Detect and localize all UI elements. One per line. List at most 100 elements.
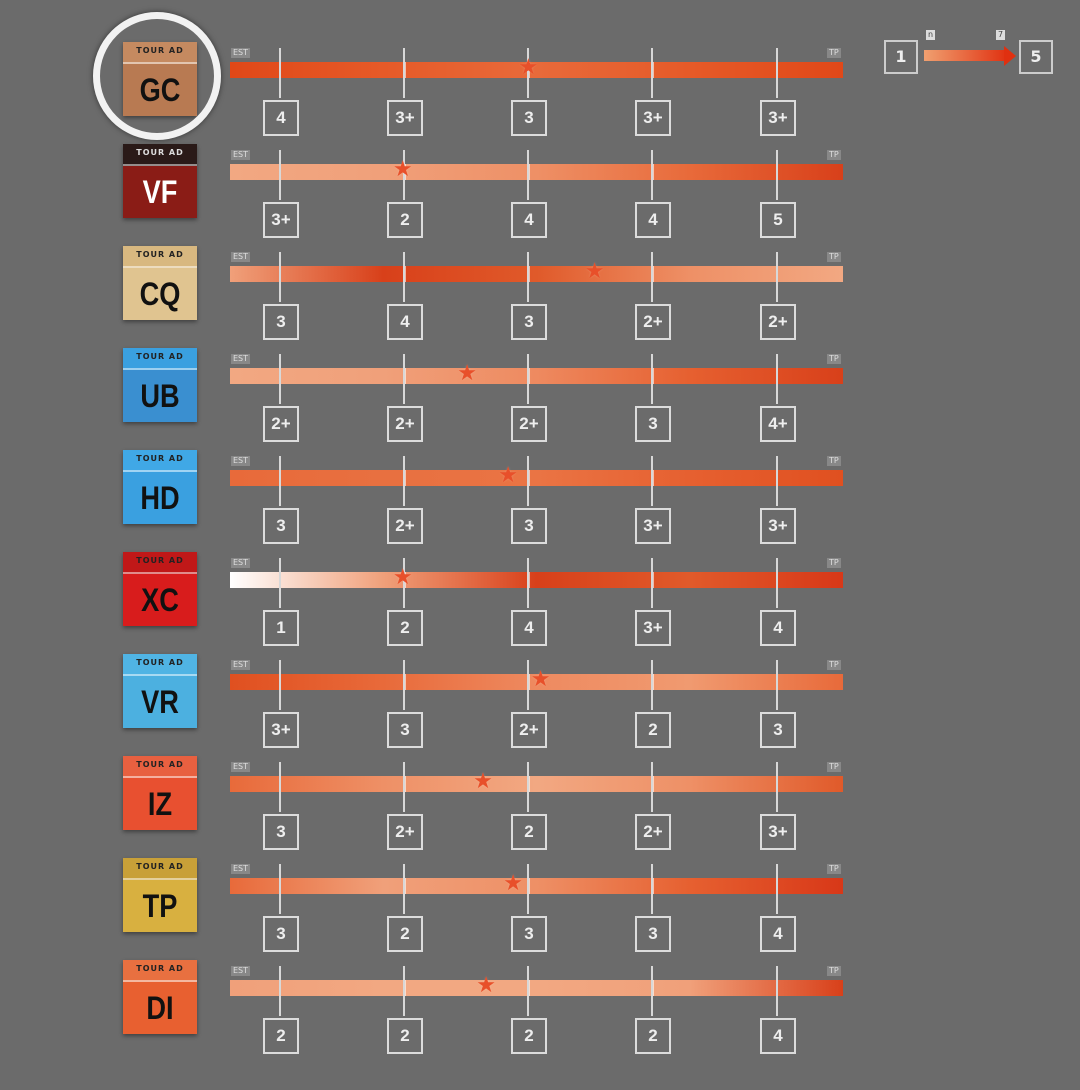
badge-xc[interactable]: TOUR AD XC [123, 552, 197, 626]
tick-line [279, 864, 281, 914]
highlight-ring [93, 12, 221, 140]
tick-line [527, 762, 529, 812]
tick-line [403, 558, 405, 608]
rating-box: 2+ [387, 508, 423, 544]
row-xc: TOUR AD XC EST TP 1 2 4 3+ 4 ★ [0, 552, 1080, 682]
bar-divider [528, 266, 530, 282]
badge-vf[interactable]: TOUR AD VF [123, 144, 197, 218]
tick-line [527, 558, 529, 608]
legend-max: 5 [1030, 47, 1042, 66]
tick-line [776, 48, 778, 98]
row-gc: TOUR AD GC EST TP 4 3+ 3 3+ 3+ ★ [0, 12, 1080, 172]
rating-bar [230, 572, 843, 588]
tick-line [651, 354, 653, 404]
tick-line [527, 966, 529, 1016]
rating-box: 2 [387, 202, 423, 238]
rating-box: 3+ [387, 100, 423, 136]
badge-iz[interactable]: TOUR AD IZ [123, 756, 197, 830]
bar-start-label: EST [231, 150, 251, 160]
bar-divider [528, 776, 530, 792]
badge-cq[interactable]: TOUR AD CQ [123, 246, 197, 320]
tick-line [279, 966, 281, 1016]
bar-divider [652, 368, 654, 384]
rating-bar [230, 470, 843, 486]
rating-box: 3 [511, 508, 547, 544]
rating-box: 3 [263, 304, 299, 340]
rating-box: 3+ [760, 814, 796, 850]
rating-bar [230, 980, 843, 996]
star-icon: ★ [498, 463, 519, 488]
badge-code: TP [142, 888, 178, 924]
tick-line [651, 252, 653, 302]
bar-start-label: EST [231, 864, 251, 874]
rating-box: 3 [511, 304, 547, 340]
bar-divider [528, 164, 530, 180]
tick-line [279, 150, 281, 200]
bar-end-label: TP [827, 456, 841, 466]
bar-start-label: EST [231, 660, 251, 670]
bar-divider [528, 470, 530, 486]
rating-box: 3 [263, 814, 299, 850]
bar-divider [404, 368, 406, 384]
star-icon: ★ [392, 565, 413, 590]
badge-tp[interactable]: TOUR AD TP [123, 858, 197, 932]
tick-line [403, 456, 405, 506]
rating-box: 3+ [635, 610, 671, 646]
rating-box: 2 [387, 916, 423, 952]
badge-di[interactable]: TOUR AD DI [123, 960, 197, 1034]
bar-divider [652, 572, 654, 588]
rating-box: 2 [387, 610, 423, 646]
badge-tag: TOUR AD [123, 756, 197, 778]
rating-bar [230, 776, 843, 792]
rating-box: 2+ [511, 712, 547, 748]
rating-box: 3 [511, 916, 547, 952]
badge-tag: TOUR AD [123, 144, 197, 166]
bar-divider [404, 776, 406, 792]
bar-divider [404, 572, 406, 588]
bar-start-label: EST [231, 354, 251, 364]
badge-tag: TOUR AD [123, 552, 197, 574]
rating-box: 1 [263, 610, 299, 646]
rating-bar [230, 878, 843, 894]
rating-box: 3 [263, 916, 299, 952]
star-icon: ★ [518, 55, 539, 80]
tick-line [279, 456, 281, 506]
bar-divider [652, 470, 654, 486]
badge-tag: TOUR AD [123, 246, 197, 268]
rating-box: 4 [387, 304, 423, 340]
row-tp: TOUR AD TP EST TP 3 2 3 3 4 ★ [0, 858, 1080, 988]
tick-line [776, 762, 778, 812]
badge-ub[interactable]: TOUR AD UB [123, 348, 197, 422]
rating-box: 2+ [263, 406, 299, 442]
star-icon: ★ [473, 769, 493, 794]
rating-box: 3+ [760, 100, 796, 136]
bar-divider [652, 164, 654, 180]
bar-end-label: TP [827, 150, 841, 160]
badge-tag: TOUR AD [123, 450, 197, 472]
rating-box: 2+ [511, 406, 547, 442]
rating-box: 3+ [263, 712, 299, 748]
badge-code: IZ [147, 786, 173, 822]
rating-bar [230, 164, 843, 180]
tick-line [403, 660, 405, 710]
rating-box: 3+ [635, 100, 671, 136]
tick-line [776, 864, 778, 914]
badge-hd[interactable]: TOUR AD HD [123, 450, 197, 524]
rating-box: 3 [387, 712, 423, 748]
tick-line [776, 354, 778, 404]
tick-line [527, 660, 529, 710]
badge-vr[interactable]: TOUR AD VR [123, 654, 197, 728]
badge-tag: TOUR AD [123, 348, 197, 370]
bar-end-label: TP [827, 252, 841, 262]
bar-divider [528, 368, 530, 384]
bar-start-label: EST [231, 966, 251, 976]
bar-end-label: TP [827, 660, 841, 670]
badge-code: CQ [139, 276, 181, 312]
badge-code: XC [141, 582, 179, 618]
legend-min: 1 [895, 47, 907, 66]
tick-line [651, 48, 653, 98]
bar-divider [404, 980, 406, 996]
tick-line [651, 150, 653, 200]
badge-code: VF [142, 174, 178, 210]
tick-line [651, 966, 653, 1016]
